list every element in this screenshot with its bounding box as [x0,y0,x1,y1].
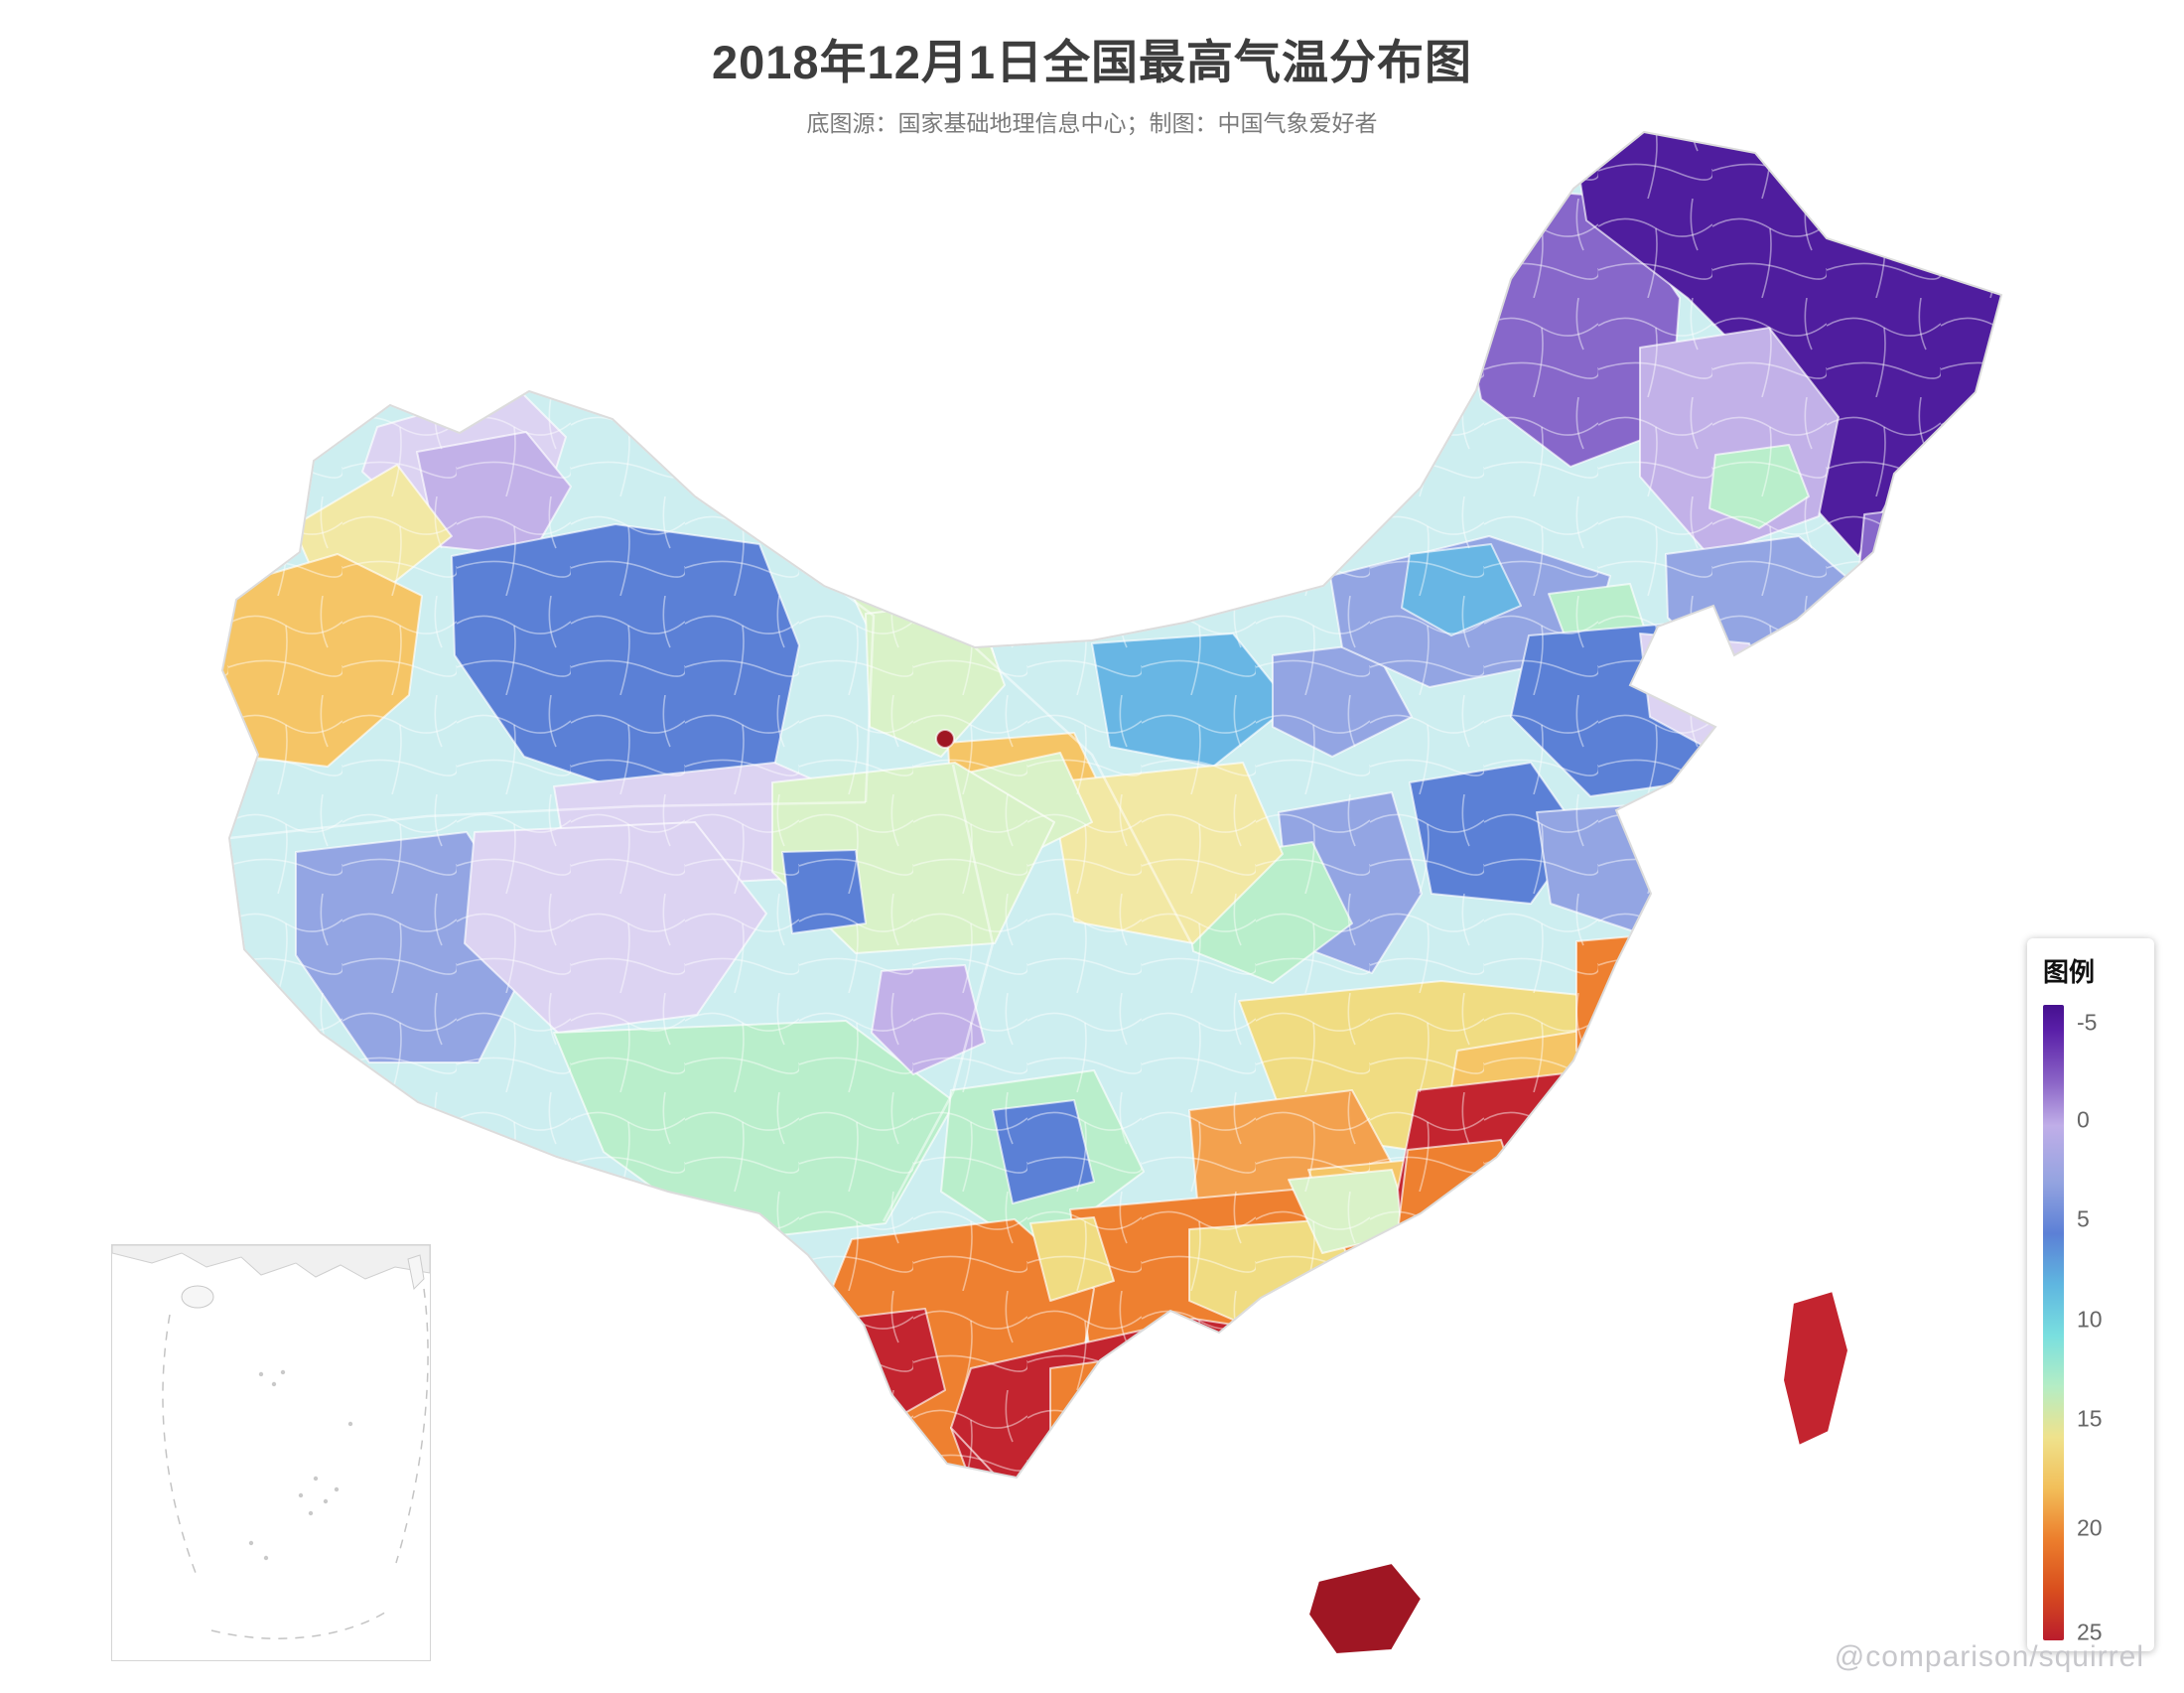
legend-tick-0: 0 [2077,1106,2090,1133]
inset-dash-line-west [162,1314,197,1574]
south-china-sea-inset-map [111,1244,431,1639]
inset-taiwan [407,1254,425,1291]
legend-tick-15: 15 [2077,1405,2103,1432]
province-border-gansu-innermongolia [974,646,1193,944]
south-china-sea-inset [111,1244,431,1661]
inset-dash-line-east [395,1288,429,1564]
region-fujian-coast-dark [1585,1228,1750,1393]
inset-hainan [181,1285,214,1309]
legend-tick-5: 5 [2077,1205,2090,1232]
region-hainan [1306,1561,1424,1656]
page-title: 2018年12月1日全国最高气温分布图 [712,36,1472,88]
legend-tick-25: 25 [2077,1619,2103,1645]
region-south-guangdong-coast [1288,1427,1552,1478]
legend-tick-minus5: -5 [2077,1009,2098,1036]
region-taiwan [1781,1289,1850,1448]
legend-tick-20: 20 [2077,1514,2103,1541]
inset-south-china-coast [111,1244,431,1280]
legend-gradient-bar [2043,1005,2064,1640]
header: 2018年12月1日全国最高气温分布图 底图源：国家基础地理信息中心；制图：中国… [0,0,2184,138]
watermark: @comparison/squirrel [1834,1640,2144,1673]
legend-gradient: -5 0 5 10 15 20 25 [2043,1005,2154,1644]
legend-panel: 图例 -5 0 5 10 15 20 25 [2027,938,2154,1651]
province-border-tibet-sichuan [882,764,995,1222]
legend-title: 图例 [2043,957,2096,987]
inset-island-dots [248,1369,353,1561]
page-subtitle: 底图源：国家基础地理信息中心；制图：中国气象爱好者 [806,110,1378,136]
legend-tick-10: 10 [2077,1306,2103,1333]
inset-dash-line-south [210,1610,389,1639]
province-border-xinjiang-tibet [228,800,867,840]
legend-ticks: -5 0 5 10 15 20 25 [2077,1005,2146,1644]
